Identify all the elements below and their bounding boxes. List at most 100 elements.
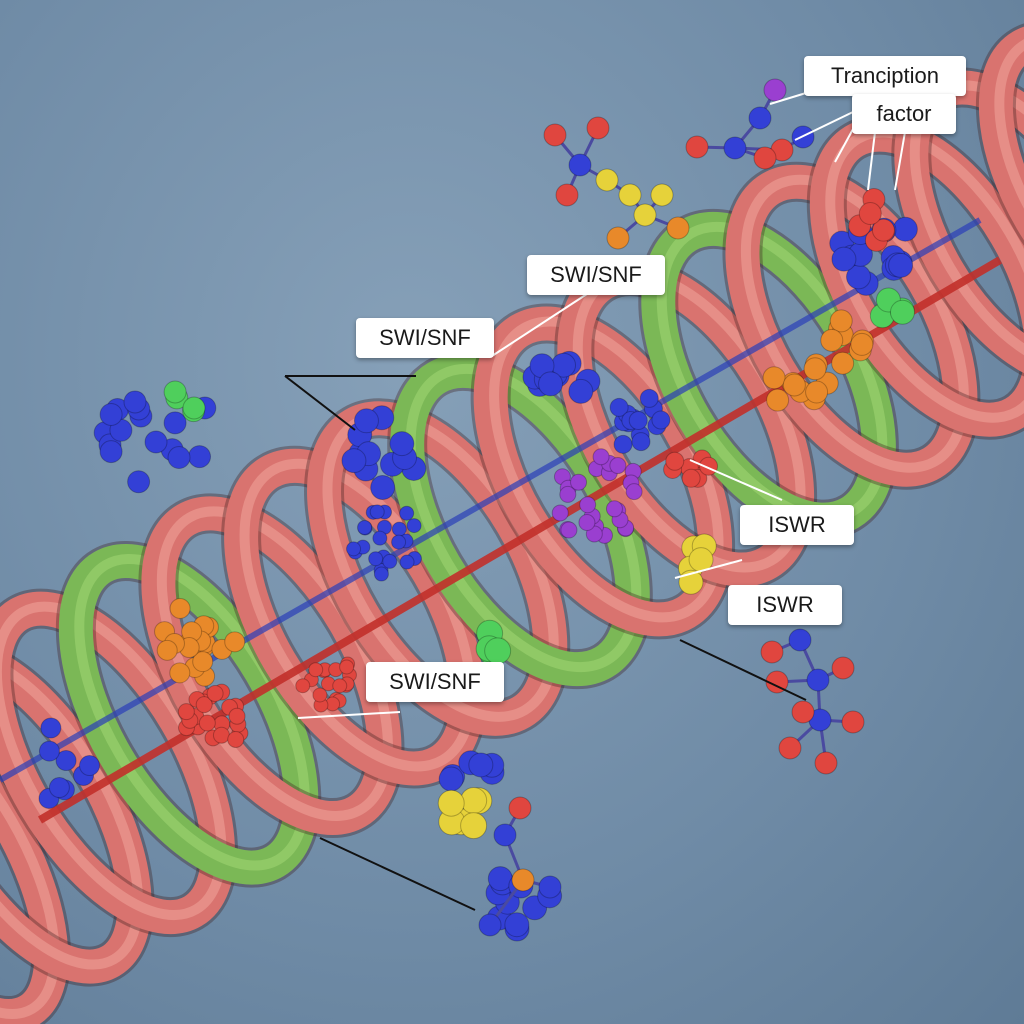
leader-iswr-1	[689, 459, 783, 501]
atom	[585, 525, 603, 543]
atom	[625, 483, 643, 501]
atom	[586, 116, 610, 140]
atom	[123, 390, 147, 414]
atom	[685, 135, 709, 159]
atom	[438, 766, 464, 792]
dna-coil-turn	[0, 588, 238, 938]
molecule-cluster	[609, 388, 671, 454]
label-transcription-factor-line2: factor	[876, 101, 932, 126]
molecule-bottom	[478, 796, 562, 937]
atom	[508, 796, 532, 820]
molecule-top	[543, 116, 690, 250]
atom	[538, 875, 562, 899]
atom	[631, 432, 651, 452]
atom	[79, 755, 101, 777]
atom	[353, 408, 379, 434]
label-swi-snf-mid: SWI/SNF	[356, 318, 494, 358]
molecule-cluster	[163, 380, 206, 423]
leader-line-group	[284, 92, 906, 911]
leader-iswr-2	[674, 559, 743, 579]
atom	[382, 553, 398, 569]
molecule-cluster	[38, 717, 101, 809]
atom	[814, 751, 838, 775]
atom	[639, 388, 659, 408]
atom	[748, 106, 772, 130]
leader-tf-2	[867, 131, 876, 191]
atom	[228, 707, 246, 725]
label-swi-snf-top: SWI/SNF	[527, 255, 665, 295]
atom	[806, 668, 830, 692]
atom	[543, 123, 567, 147]
atom	[763, 78, 787, 102]
atom	[484, 637, 512, 665]
molecule-cluster	[346, 504, 422, 582]
atom	[504, 912, 530, 938]
atom	[373, 566, 389, 582]
atom	[144, 430, 168, 454]
atom	[578, 514, 596, 532]
atom	[339, 659, 355, 675]
atom	[850, 332, 874, 356]
atom	[437, 789, 465, 817]
label-swi-snf-low: SWI/SNF	[366, 662, 504, 702]
atom	[650, 183, 674, 207]
atom	[206, 684, 224, 702]
atom	[609, 457, 627, 475]
atom	[555, 183, 579, 207]
atom	[169, 597, 191, 619]
dna-coil-turn	[975, 20, 1024, 340]
atom	[188, 445, 212, 469]
atom	[192, 651, 214, 673]
atom	[468, 752, 494, 778]
atom	[568, 153, 592, 177]
atom	[560, 521, 578, 539]
label-transcription-factor-line1: Tranciption	[830, 63, 939, 88]
atom	[357, 519, 373, 535]
molecule-cluster	[93, 390, 217, 494]
atom	[169, 662, 191, 684]
atom	[605, 500, 623, 518]
atom	[820, 328, 844, 352]
molecule-cluster	[820, 309, 874, 375]
atom	[568, 378, 594, 404]
atom	[805, 380, 829, 404]
leader-swi-low-dark	[319, 837, 476, 911]
molecule-cluster	[522, 350, 601, 404]
atom	[308, 662, 324, 678]
atom	[606, 226, 630, 250]
atom	[182, 396, 206, 420]
dna-coil-turn	[470, 303, 736, 640]
nucleosome-band	[55, 541, 322, 888]
dna-backbone-blue	[0, 217, 982, 783]
dna-coil-turn	[221, 445, 488, 789]
molecule-group	[38, 78, 918, 942]
molecule-cluster	[177, 683, 249, 749]
leader-tf-4	[769, 92, 807, 105]
atom	[723, 136, 747, 160]
atom	[559, 485, 577, 503]
atom	[167, 446, 191, 470]
leader-tf-5	[794, 111, 854, 141]
molecule-cluster	[869, 287, 915, 329]
leader-iswr-3	[679, 639, 807, 701]
atom	[389, 431, 415, 457]
atom	[332, 678, 348, 694]
atom	[460, 812, 488, 840]
atom	[493, 823, 517, 847]
atom	[195, 696, 213, 714]
dna-coil-group	[0, 20, 1024, 1024]
atom	[99, 402, 123, 426]
molecule-cluster	[295, 656, 357, 713]
atom	[613, 434, 633, 454]
atom	[871, 218, 895, 242]
atom	[782, 373, 806, 397]
label-transcription-factor-2: factor	[852, 94, 956, 134]
atom	[478, 913, 502, 937]
atom	[665, 451, 685, 471]
leader-swi-mid-2	[284, 375, 356, 431]
atom	[48, 777, 70, 799]
atom	[760, 640, 784, 664]
atom	[177, 703, 195, 721]
molecule-cluster	[341, 405, 427, 501]
